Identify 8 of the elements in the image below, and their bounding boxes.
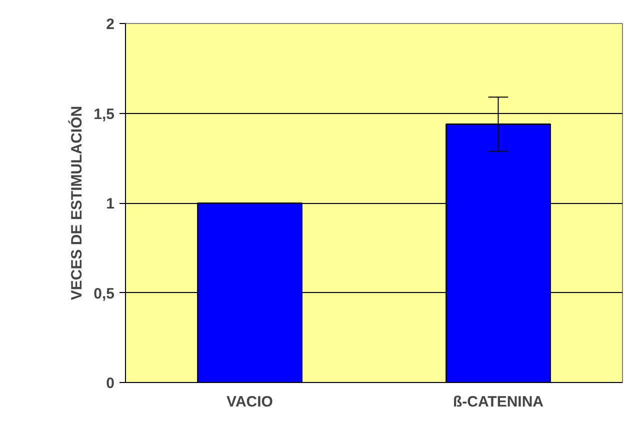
y-tick-label: 1,5 [94,106,115,123]
y-tick-label: 0,5 [94,285,115,302]
y-tick-label: 0 [106,375,114,392]
x-tick-label: VACIO [226,394,274,410]
y-axis-title: VECES DE ESTIMULACIÓN [68,106,86,300]
y-tick-label: 2 [106,16,114,33]
x-tick-label: ß-CATENINA [452,394,544,410]
y-tick-label: 1 [106,196,114,212]
